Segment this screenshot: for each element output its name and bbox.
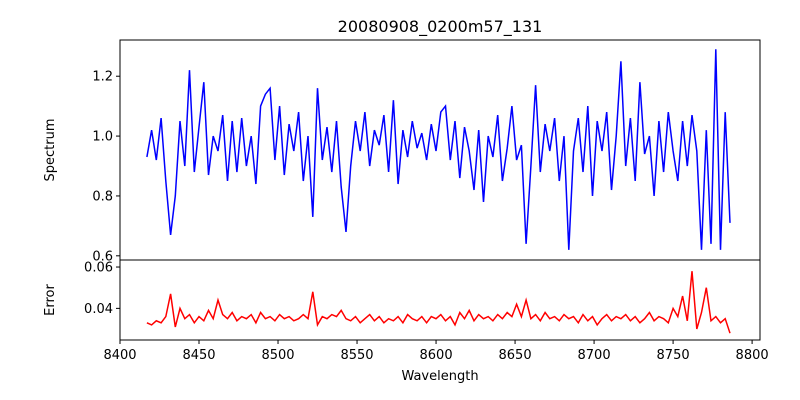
chart-title: 20080908_0200m57_131: [338, 17, 543, 37]
axes-frame: [119, 259, 761, 341]
y-tick-label: 0.8: [92, 189, 113, 204]
x-tick-label: 8600: [420, 348, 453, 363]
error-y-label: Error: [43, 284, 58, 316]
x-tick-label: 8400: [103, 348, 136, 363]
x-tick-label: 8500: [261, 348, 294, 363]
x-tick-label: 8700: [578, 348, 611, 363]
error-panel: 0.04 0.06 8400 8450 8500 8550 8600 8650 8700 8750…: [84, 259, 769, 363]
axes-frame: [119, 39, 761, 261]
x-tick-label: 8750: [657, 348, 690, 363]
spectrum-series-line: [146, 49, 731, 250]
spectrum-panel: 0.6 0.8 1.0 1.2: [92, 39, 761, 264]
x-tick-label: 8800: [736, 348, 769, 363]
x-tick-label: 8650: [499, 348, 532, 363]
spectrum-y-label: Spectrum: [43, 119, 58, 182]
error-series-line: [146, 271, 731, 334]
x-tick-label: 8550: [340, 348, 373, 363]
y-tick-label: 1.0: [92, 130, 113, 145]
y-tick-label: 1.2: [92, 70, 113, 85]
y-tick-label: 0.6: [92, 249, 113, 264]
y-tick-label: 0.04: [84, 302, 113, 317]
x-axis-label: Wavelength: [401, 369, 478, 384]
y-tick-label: 0.06: [84, 261, 113, 276]
x-tick-label: 8450: [182, 348, 215, 363]
